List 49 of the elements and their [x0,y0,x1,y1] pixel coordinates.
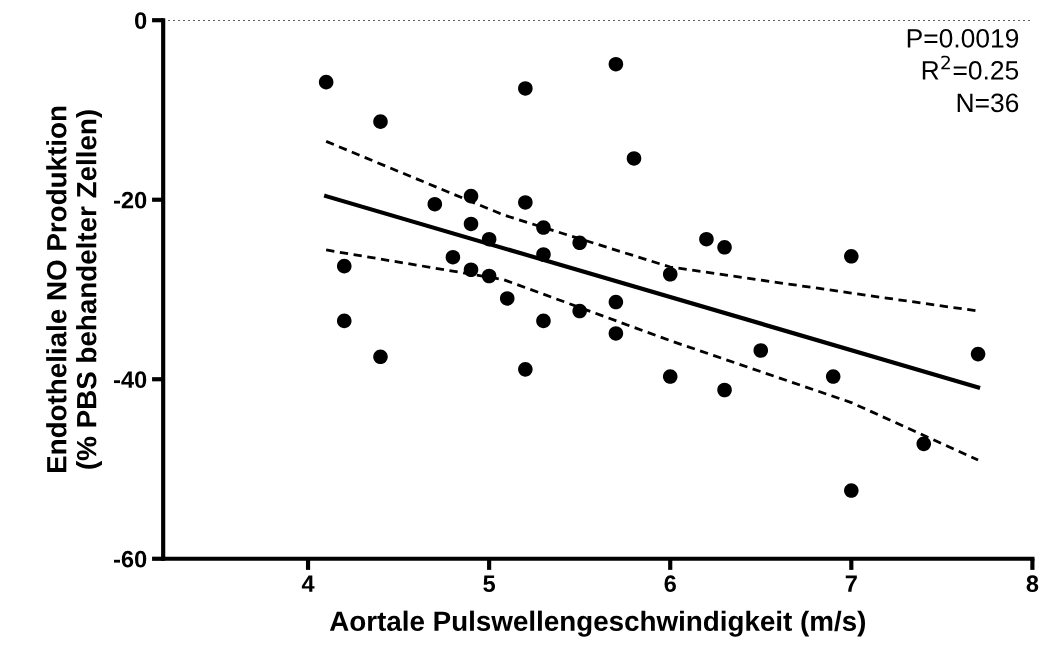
point [373,349,388,365]
point [336,313,352,329]
y-tick-label: -60 [114,550,147,568]
point [445,249,461,265]
point [717,240,732,255]
x-tick-label: 6 [664,575,676,593]
point [662,266,678,282]
point [536,247,551,262]
point [825,369,841,384]
point [844,483,859,498]
point [970,346,986,362]
point [916,436,932,452]
point [753,343,769,358]
y-tick-label: 0 [135,12,147,29]
point [373,114,388,129]
point [427,196,443,212]
annotation: P=0.0019 R$^{2}$=0.25 N=36 [907,28,1019,113]
point [844,248,859,264]
point [518,81,533,96]
point [626,151,642,166]
point [662,369,678,384]
point [518,195,533,210]
point [499,291,515,306]
point [608,326,624,341]
point [463,262,479,278]
point [536,220,551,235]
x-tick-label: 4 [301,575,315,592]
point [608,294,624,310]
point [481,268,497,284]
y-axis-title: Endotheliale NO Produktion (% PBS behandelter Zellen) [46,106,102,473]
y-tick-label: -20 [114,191,147,209]
x-axis-title: Aortale Pulswellengeschwindigkeit (m/s) [329,610,866,637]
point [717,382,732,398]
y-tick-label: -40 [114,371,147,389]
point [608,56,624,72]
point [318,74,334,90]
point [699,231,714,247]
point [518,362,533,377]
point [572,303,587,319]
point [463,216,479,232]
point [336,258,352,274]
point [572,235,587,251]
point [481,231,497,247]
point [536,313,551,329]
x-tick-label: 7 [845,575,857,592]
line-series [324,248,980,462]
x-tick-label: 5 [483,575,496,593]
point [463,188,479,204]
x-tick-label: 8 [1026,575,1039,593]
